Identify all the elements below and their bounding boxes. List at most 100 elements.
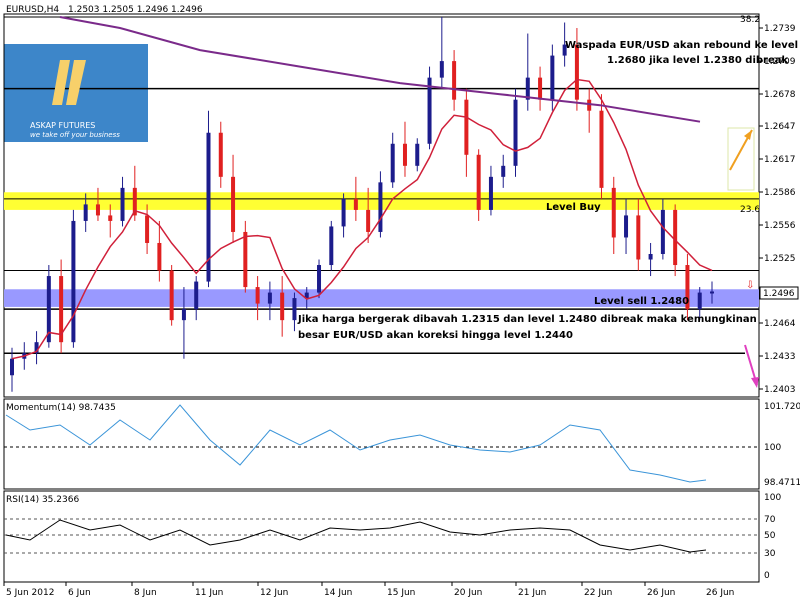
candle-body bbox=[636, 215, 641, 260]
candle-body bbox=[317, 265, 322, 293]
time-tick-label: 11 Jun bbox=[195, 588, 223, 598]
logo-mark bbox=[66, 60, 86, 105]
candle-body bbox=[46, 276, 51, 343]
time-tick-label: 21 Jun bbox=[518, 588, 546, 598]
rsi-panel-frame bbox=[3, 490, 760, 583]
candle-body bbox=[390, 143, 395, 183]
price-tick-label: 1.2525 bbox=[764, 254, 796, 264]
candle-body bbox=[95, 204, 100, 216]
candle-body bbox=[562, 44, 567, 56]
candle-body bbox=[292, 298, 297, 321]
logo-name: ASKAP FUTURES bbox=[30, 121, 95, 130]
candle-body bbox=[501, 165, 506, 177]
candle-body bbox=[439, 61, 444, 78]
momentum-label: 100 bbox=[764, 443, 781, 453]
price-tick-label: 1.2433 bbox=[764, 352, 796, 362]
rsi-label: 100 bbox=[764, 493, 781, 503]
sell-zone bbox=[4, 289, 759, 307]
candle-body bbox=[59, 276, 64, 343]
time-tick-label: 6 Jun bbox=[68, 588, 91, 598]
candle-body bbox=[525, 77, 530, 100]
candle-body bbox=[120, 187, 125, 221]
price-tick-label: 1.2739 bbox=[764, 24, 796, 34]
time-tick-label: 20 Jun bbox=[454, 588, 482, 598]
candle-body bbox=[243, 231, 248, 288]
candle-body bbox=[624, 215, 629, 238]
candle-body bbox=[341, 198, 346, 227]
candle-body bbox=[218, 132, 223, 177]
candle-body bbox=[353, 198, 358, 210]
candle-body bbox=[169, 270, 174, 321]
candle-body bbox=[145, 215, 150, 243]
time-tick-label: 26 Jun bbox=[647, 588, 675, 598]
candle-body bbox=[267, 292, 272, 304]
momentum-panel-frame bbox=[3, 398, 760, 490]
candle-body bbox=[599, 110, 604, 188]
candle-body bbox=[452, 61, 457, 100]
candle-body bbox=[574, 44, 579, 100]
candle-body bbox=[415, 143, 420, 166]
projection-box bbox=[727, 127, 755, 191]
candle-body bbox=[673, 209, 678, 266]
candle-body bbox=[660, 209, 665, 255]
candle-body bbox=[132, 187, 137, 216]
price-alert-arrow: ⇩ bbox=[746, 280, 754, 291]
momentum-line bbox=[5, 404, 707, 483]
time-tick-label: 12 Jun bbox=[260, 588, 288, 598]
price-tick-label: 1.2617 bbox=[764, 155, 796, 165]
candle-body bbox=[648, 254, 653, 260]
candle-body bbox=[10, 358, 14, 376]
rsi-label: 0 bbox=[764, 571, 770, 581]
price-tick-label: 1.2586 bbox=[764, 188, 796, 198]
price-tick-label: 1.2403 bbox=[764, 385, 796, 395]
rsi-label: 30 bbox=[764, 549, 776, 559]
fib-236-label: 23.6 bbox=[740, 205, 760, 215]
rsi-line bbox=[5, 519, 707, 553]
correction-arrow-head bbox=[751, 377, 759, 388]
break-note-line-1: Jika harga bergerak dibavah 1.2315 dan l… bbox=[297, 314, 757, 325]
candle-body bbox=[488, 176, 493, 210]
candle-body bbox=[329, 226, 334, 266]
rsi-title: RSI(14) 35.2366 bbox=[6, 495, 79, 505]
current-price-label: 1.2496 bbox=[763, 289, 795, 299]
candle-body bbox=[697, 292, 702, 310]
time-tick-label: 5 Jun 2012 bbox=[6, 588, 54, 598]
candle-body bbox=[402, 143, 407, 166]
rebound-note-line-2: 1.2680 jika level 1.2380 dibreak bbox=[607, 55, 789, 66]
candle-body bbox=[206, 132, 211, 282]
logo-mark bbox=[52, 60, 70, 105]
time-tick-label: 22 Jun bbox=[584, 588, 612, 598]
rebound-note-line-1: Waspada EUR/USD akan rebound ke level bbox=[565, 40, 798, 51]
momentum-title: Momentum(14) 98.7435 bbox=[6, 403, 116, 413]
candle-body bbox=[34, 342, 39, 354]
level-buy-label: Level Buy bbox=[546, 202, 601, 213]
momentum-label: 101.7203 bbox=[764, 402, 800, 412]
fib-382-label: 38.2 bbox=[740, 15, 760, 25]
candle-body bbox=[513, 99, 518, 166]
level-sell-label: Level sell 1.2480 bbox=[594, 296, 689, 307]
rebound-arrow-head bbox=[744, 130, 752, 140]
candle-body bbox=[427, 77, 432, 144]
candle-body bbox=[280, 292, 285, 321]
candle-body bbox=[181, 309, 186, 321]
candle-body bbox=[710, 291, 714, 294]
candle-body bbox=[108, 215, 113, 221]
time-tick-label-last: 26 Jun bbox=[706, 588, 734, 598]
time-tick-label: 15 Jun bbox=[387, 588, 415, 598]
candle-body bbox=[71, 220, 76, 343]
momentum-label: 98.4711 bbox=[764, 478, 800, 488]
candle-body bbox=[378, 182, 383, 232]
candle-body bbox=[304, 292, 309, 299]
ma-slow-line bbox=[59, 16, 701, 123]
ma-fast-line bbox=[11, 78, 713, 360]
candle-body bbox=[255, 287, 260, 304]
break-note-line-2: besar EUR/USD akan koreksi hingga level … bbox=[298, 330, 573, 341]
candle-body bbox=[587, 99, 592, 111]
price-tick-label: 1.2464 bbox=[764, 319, 796, 329]
candle-body bbox=[611, 187, 616, 238]
time-tick-label: 14 Jun bbox=[324, 588, 352, 598]
candle-body bbox=[157, 242, 162, 271]
candle-body bbox=[685, 265, 690, 310]
candle-body bbox=[366, 209, 371, 232]
